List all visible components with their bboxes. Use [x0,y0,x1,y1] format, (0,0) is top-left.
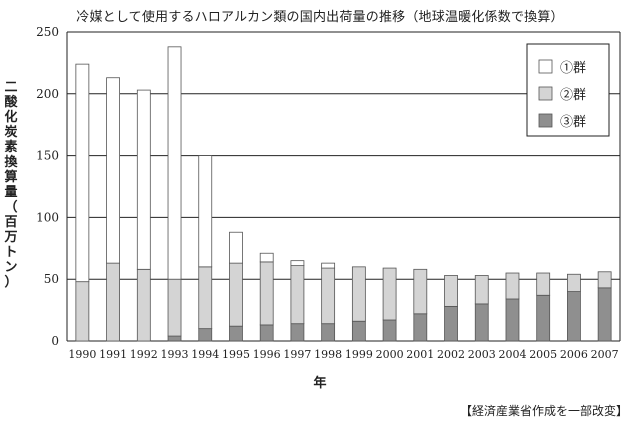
y-axis-label-char: 量 [4,185,18,200]
bar-segment [229,262,243,327]
bar-segment [505,272,520,300]
bar-segment [444,275,458,307]
x-tick-label: 1990 [68,348,96,361]
bar-segment [167,278,182,337]
x-tick-label: 1997 [283,348,311,361]
bar-segment [382,267,397,321]
bar-segment [413,313,428,342]
x-tick-label: 2005 [529,348,557,361]
x-tick-label: 1992 [130,348,158,361]
x-tick-label: 2002 [437,348,465,361]
x-tick-label: 2003 [468,348,496,361]
x-tick-label: 1993 [161,348,189,361]
y-axis-label-char: 二 [4,80,18,95]
bar-segment [536,272,551,296]
bar-segment [229,231,243,264]
bar-segment [290,260,305,267]
bar-segment [198,328,213,342]
bar-segment [413,268,428,315]
bar-segment [198,266,213,330]
legend-label: ③群 [560,115,586,130]
y-axis-label-char: 算 [4,170,18,185]
bar-segment [351,266,366,322]
bar-segment [505,298,520,342]
y-axis-label: 二酸化炭素換算量（百万トン） [2,80,20,290]
x-tick-label: 2006 [560,348,588,361]
y-tick-label: 100 [36,210,59,224]
x-tick-label: 1999 [345,348,373,361]
bar-segment [474,275,489,305]
legend-swatch [538,59,553,74]
y-axis-label-char: 酸 [4,95,18,110]
x-tick-label: 1995 [222,348,250,361]
bar-segment [382,319,397,342]
y-axis-label-char: 化 [4,110,18,125]
bar-segment [136,89,151,270]
x-tick-label: 1991 [99,348,127,361]
x-tick-label: 1998 [314,348,342,361]
bar-segment [75,63,90,283]
legend-swatch [538,86,553,101]
y-axis-label-char: ト [4,245,18,260]
y-tick-label: 150 [36,149,59,163]
chart-title: 冷媒として使用するハロアルカン類の国内出荷量の推移（地球温暖化係数で換算） [76,10,564,25]
x-tick-label: 1996 [253,348,281,361]
x-tick-label: 2007 [591,348,619,361]
y-axis-label-char: （ [4,200,18,215]
y-tick-label: 0 [51,334,59,348]
y-axis-label-char: 素 [4,140,18,155]
x-axis-label: 年 [313,376,327,391]
bar-segment [167,335,182,342]
x-tick-label: 2001 [406,348,434,361]
bar-segment [259,252,274,263]
y-axis-label-char: ン [4,260,18,275]
source-note: 【経済産業省作成を一部改変】 [459,404,628,418]
bar-segment [290,265,305,325]
bar-segment [198,155,213,268]
bar-segment [474,303,489,342]
x-tick-label: 2000 [376,348,404,361]
y-axis-label-char: 換 [4,155,18,170]
y-axis-label-char: 万 [4,230,18,245]
x-tick-label: 1994 [191,348,219,361]
bar-segment [259,261,274,326]
bar-segment [444,305,458,342]
bar-segment [75,281,90,342]
bar-segment [167,46,182,280]
bar-segment [321,267,336,325]
y-tick-label: 200 [36,87,59,101]
y-tick-label: 250 [36,25,59,39]
legend-label: ②群 [560,88,586,103]
bar-segment [229,325,243,342]
legend-label: ①群 [560,61,586,76]
bar-segment [106,262,120,342]
bar-segment [321,262,336,269]
y-axis-label-char: 百 [4,215,18,230]
bar-segment [597,271,612,289]
bar-segment [536,294,551,342]
bar-segment [321,323,336,342]
bar-segment [106,77,120,264]
bar-segment [567,291,581,342]
bar-segment [290,323,305,342]
bar-segment [136,268,151,342]
y-axis-label-char: 炭 [4,125,18,140]
legend-swatch [538,113,553,128]
bar-segment [259,324,274,342]
bar-segment [567,273,581,292]
bar-segment [597,287,612,342]
bar-segment [351,320,366,342]
y-axis-label-char: ） [4,275,18,290]
x-tick-label: 2004 [498,348,526,361]
y-tick-label: 50 [44,272,59,286]
